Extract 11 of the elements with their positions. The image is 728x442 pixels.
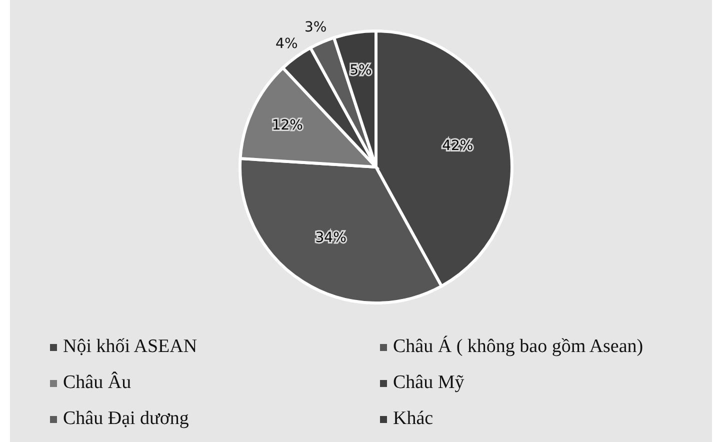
data-label: 3% <box>304 20 327 36</box>
data-label: 4% <box>276 36 298 52</box>
data-label: 42% <box>442 138 474 154</box>
legend-label: Khác <box>393 408 434 430</box>
legend-label: Châu Á ( không bao gồm Asean) <box>393 336 644 358</box>
data-label: 34% <box>315 230 346 246</box>
legend-label: Châu Mỹ <box>393 372 464 394</box>
legend-label: Châu Đại dương <box>63 408 189 430</box>
legend-label: Châu Âu <box>63 372 132 394</box>
legend-label: Nội khối ASEAN <box>63 336 198 358</box>
data-label: 12% <box>272 117 303 134</box>
